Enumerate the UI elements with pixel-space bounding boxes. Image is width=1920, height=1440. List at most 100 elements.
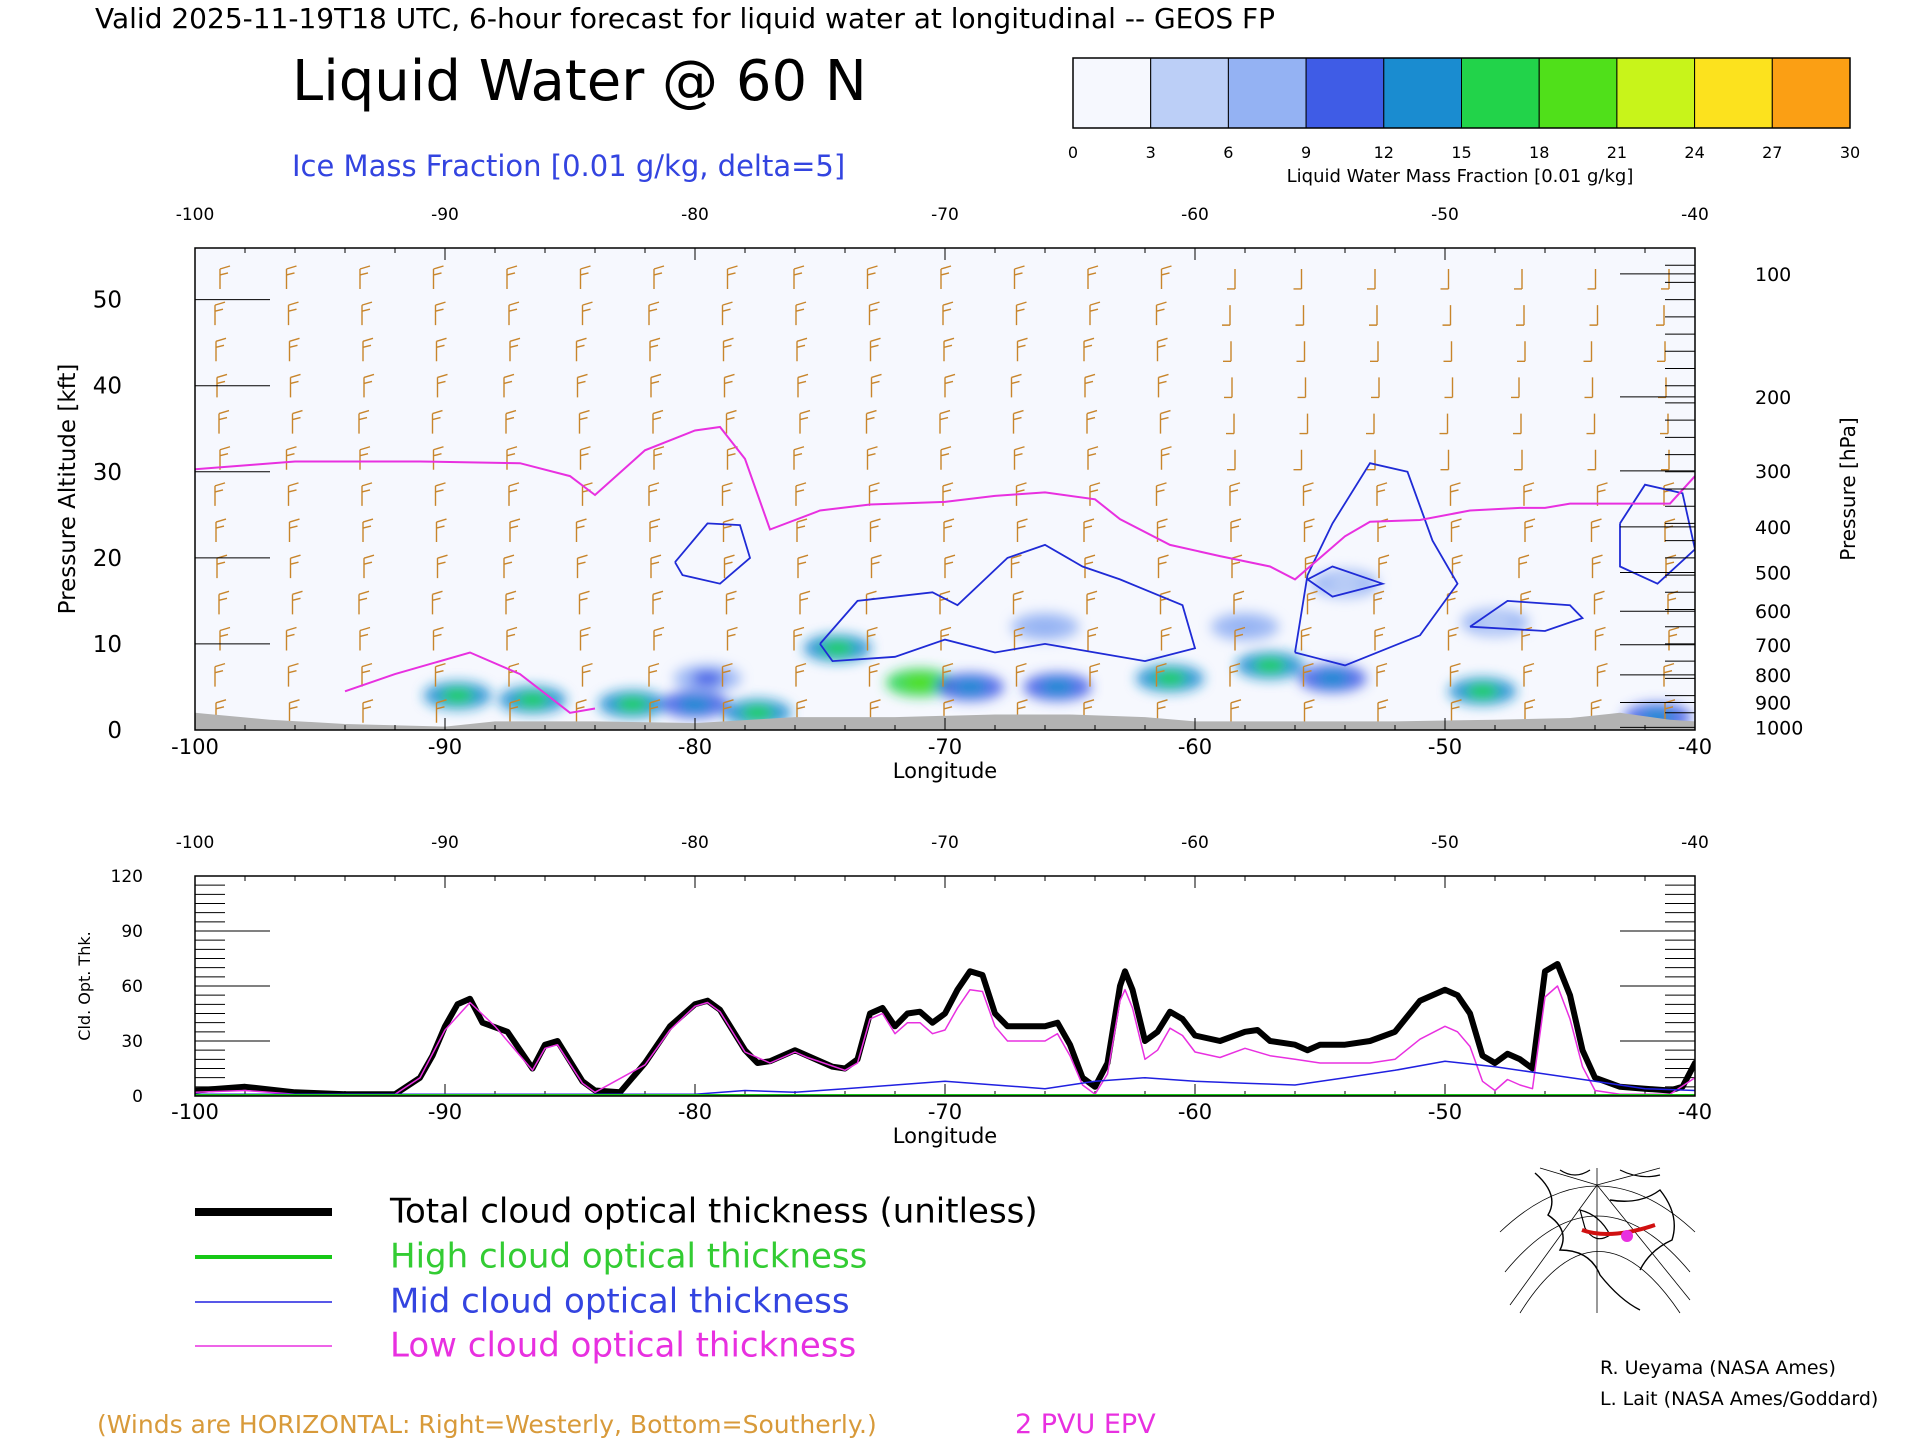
wind-barb — [1227, 449, 1236, 471]
wind-barb — [1224, 377, 1233, 399]
wind-barb — [434, 662, 446, 687]
wind-barb — [1300, 626, 1312, 651]
wind-barb — [1086, 409, 1098, 434]
wind-barb — [1590, 518, 1602, 543]
wind-barb — [648, 662, 660, 687]
wind-barb — [1296, 341, 1306, 362]
wind-barb — [723, 373, 735, 398]
colorbar-label: Liquid Water Mass Fraction [0.01 g/kg] — [1287, 166, 1634, 187]
wind-barb — [1226, 413, 1235, 435]
pressure-tick-label: 1000 — [1755, 717, 1803, 739]
epv-line-low — [344, 651, 596, 714]
wind-barb — [1160, 626, 1172, 651]
wind-barb — [940, 446, 952, 470]
wind-barb — [866, 446, 878, 470]
wind-barb — [944, 373, 956, 398]
wind-barb — [1293, 449, 1303, 471]
wind-barb — [1229, 662, 1241, 687]
wind-barb — [506, 626, 518, 651]
wind-barb — [362, 699, 374, 723]
wind-barb — [575, 518, 587, 543]
location-map-inset — [1499, 1163, 1696, 1314]
x-tick-label: -80 — [678, 735, 712, 759]
wind-barb — [436, 554, 448, 579]
y-tick-label: 60 — [121, 977, 143, 997]
pressure-tick-label: 700 — [1755, 635, 1791, 657]
x-tick-label: -80 — [678, 1100, 712, 1124]
wind-barb — [722, 699, 734, 723]
wind-barb — [575, 337, 587, 362]
wind-barb — [944, 554, 956, 579]
wind-barb — [1230, 699, 1242, 723]
wind-barb — [216, 373, 228, 398]
x-tick-label-top: -100 — [176, 833, 215, 853]
wind-barb — [434, 301, 446, 326]
wind-barb — [799, 590, 811, 615]
wind-barb — [435, 337, 447, 362]
liquid-water-core — [679, 697, 711, 712]
x-tick-label-top: -70 — [931, 833, 959, 853]
wind-barb — [652, 409, 664, 434]
wind-barb — [1013, 626, 1025, 651]
bottom-axes: -100 -100 -90 -90 -80 -80 -70 -70 -60 -60 -50 -50 -4… — [111, 833, 1713, 1124]
top-axes: -100 -100 -90 -90 -80 -80 -70 -70 -60 -60 -50 -50 -4… — [93, 205, 1804, 759]
wind-barb — [1523, 662, 1535, 687]
liquid-water-core — [691, 671, 724, 686]
wind-barb — [942, 662, 954, 687]
top-y2label: Pressure [hPa] — [1836, 417, 1860, 560]
liquid-water-core — [1479, 615, 1511, 630]
wind-barb — [1440, 268, 1450, 290]
wind-barb — [1376, 662, 1388, 687]
colorbar-tick-label: 21 — [1607, 143, 1627, 162]
wind-barb — [1302, 662, 1314, 687]
wind-barb — [432, 265, 444, 289]
wind-barb — [1155, 301, 1167, 326]
colorbar-tick-label: 15 — [1451, 143, 1471, 162]
wind-barb — [1660, 413, 1669, 435]
x-tick-label-top: -80 — [681, 205, 709, 225]
wind-barb — [1516, 305, 1525, 326]
wind-barb — [1586, 413, 1596, 435]
wind-barb — [1440, 449, 1450, 471]
x-tick-label-top: -40 — [1681, 205, 1709, 225]
wind-barb — [1511, 377, 1520, 399]
wind-barb — [1518, 554, 1530, 579]
wind-barb — [1656, 305, 1665, 326]
wind-barb — [793, 626, 805, 651]
wind-barb — [725, 590, 737, 615]
colorbar-tick-label: 9 — [1301, 143, 1311, 162]
wind-barb — [503, 554, 515, 579]
legend-label-total: Total cloud optical thickness (unitless) — [389, 1192, 1038, 1232]
wind-barb — [359, 446, 371, 470]
legend: Total cloud optical thickness (unitless)… — [195, 1192, 1038, 1366]
x-tick-label: -60 — [1178, 1100, 1212, 1124]
wind-barb — [288, 337, 300, 362]
x-tick-label-top: -90 — [431, 833, 459, 853]
wind-barb — [1374, 626, 1386, 651]
colorbar-tick-label: 12 — [1374, 143, 1394, 162]
wind-barb — [1377, 699, 1389, 723]
wind-barb — [503, 373, 515, 398]
wind-barb — [1514, 268, 1523, 290]
x-tick-label: -50 — [1428, 735, 1462, 759]
wind-barb — [1229, 482, 1241, 506]
ice-contour — [674, 522, 752, 585]
wind-barb — [1012, 590, 1024, 615]
wind-barb — [1450, 518, 1462, 543]
wind-barb — [650, 373, 662, 398]
wind-barb — [363, 373, 375, 398]
y-tick-label: 30 — [93, 460, 122, 486]
wind-barb — [1378, 554, 1390, 579]
wind-barb — [1227, 268, 1236, 290]
wind-barb — [1083, 518, 1095, 543]
wind-barb — [1015, 482, 1027, 506]
wind-barb — [579, 446, 591, 470]
wind-barb — [1015, 662, 1027, 687]
wind-barb — [1442, 305, 1452, 326]
wind-barb — [1306, 590, 1318, 615]
wind-barb — [361, 482, 373, 506]
wind-barb — [285, 446, 297, 470]
liquid-water-core — [1329, 576, 1361, 591]
wind-barb — [436, 373, 448, 398]
wind-barb — [1155, 662, 1167, 687]
